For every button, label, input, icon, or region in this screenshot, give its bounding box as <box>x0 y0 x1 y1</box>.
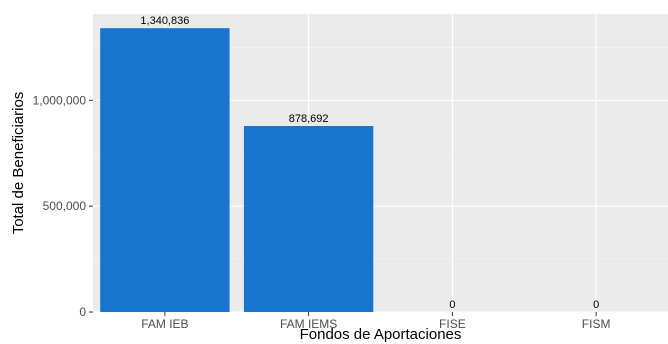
bars <box>100 28 374 313</box>
y-tick-label: 1,000,000 <box>33 93 87 107</box>
data-label: 878,692 <box>289 113 329 125</box>
data-label: 1,340,836 <box>140 15 189 27</box>
x-axis-title: Fondos de Aportaciones <box>300 326 462 343</box>
x-tick-label: FISE <box>439 317 466 331</box>
y-tick-label: 500,000 <box>43 199 87 213</box>
bar-fam-ieb <box>100 28 230 312</box>
x-tick-label: FAM IEMS <box>280 317 337 331</box>
bar-fam-iems <box>243 126 374 313</box>
x-tick-label: FAM IEB <box>141 317 188 331</box>
y-axis-title: Total de Beneficiarios <box>10 92 27 235</box>
x-axis-ticks: FAM IEB FAM IEMS FISE FISM <box>141 312 610 331</box>
data-label: 0 <box>593 299 599 311</box>
y-axis-ticks: 0 500,000 1,000,000 <box>33 93 93 319</box>
y-tick-label: 0 <box>79 305 86 319</box>
data-labels: 1,340,836 878,692 0 0 <box>140 15 599 311</box>
data-label: 0 <box>449 299 455 311</box>
x-tick-label: FISM <box>582 317 611 331</box>
